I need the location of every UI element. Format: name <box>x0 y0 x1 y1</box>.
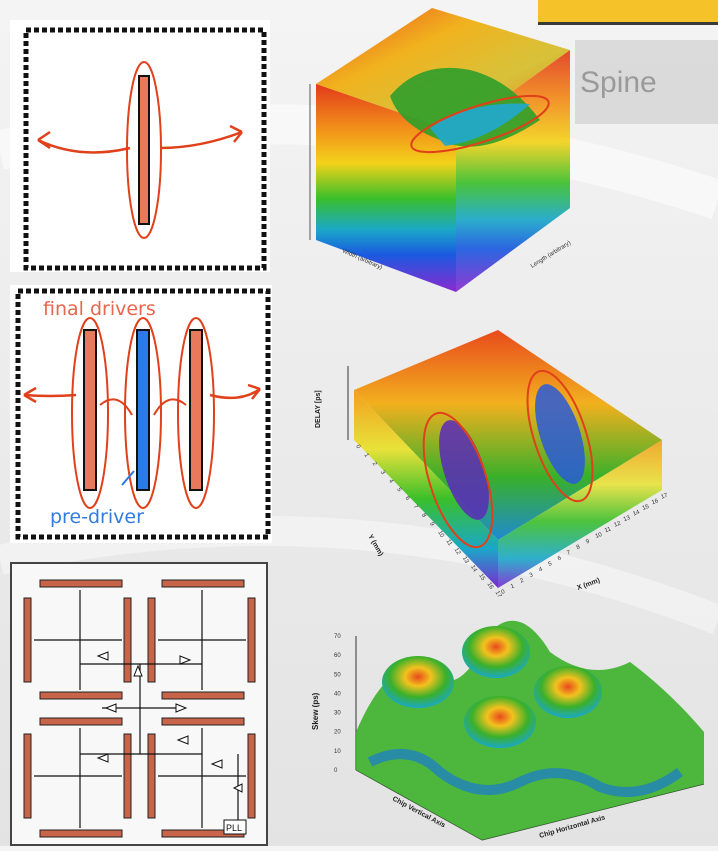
plot2-x-tick: 8 <box>576 544 582 551</box>
plot2-y-tick: 9 <box>428 521 435 527</box>
plot2-x-tick: 6 <box>557 555 563 562</box>
h-tree-diagram: PLL <box>10 562 268 846</box>
plot3-z-tick: 40 <box>334 691 341 697</box>
plot2-x-tick: 17 <box>660 493 669 501</box>
plot3-z-tick: 60 <box>334 653 341 659</box>
plot2-x-tick: 10 <box>595 532 604 540</box>
plot2-x-tick: 4 <box>538 566 544 573</box>
spine-highlight <box>126 61 162 239</box>
plot2-y-tick: 6 <box>403 496 410 502</box>
plot2-x-tick: 1 <box>510 583 516 590</box>
plot2-x-tick: 14 <box>632 509 641 517</box>
left-arrow <box>37 138 131 154</box>
plot2-x-tick: 3 <box>529 572 535 579</box>
plot3-zlabel: Skew (ps) <box>311 692 320 730</box>
plot2-y-tick: 15 <box>477 573 486 582</box>
valley-highlight-left <box>422 411 494 549</box>
pre-driver-bar <box>136 329 150 491</box>
plot2-y-tick: 16 <box>485 582 494 591</box>
plot2-x-tick: 9 <box>585 538 591 545</box>
spine-diagram-drawing <box>23 27 267 271</box>
surface-side-left <box>316 84 456 292</box>
plot2-y-tick: 7 <box>412 504 419 510</box>
plot3-z-tick: 50 <box>334 672 341 678</box>
h-tree-drawing: PLL <box>23 579 256 838</box>
plot2-y-tick: 8 <box>420 513 427 519</box>
plot2-x-tick: 7 <box>566 550 572 557</box>
pll-box <box>223 819 247 835</box>
plot2-ylabel: Y (mm) <box>366 534 384 558</box>
spine-driver <box>138 75 150 225</box>
surface-side-left <box>354 390 498 588</box>
plot2-x-tick: 16 <box>651 498 660 506</box>
title-banner <box>538 0 718 25</box>
slide-title: Spine <box>580 66 657 99</box>
tree-driver-h <box>39 579 123 588</box>
delay-surface-plot-2: DELAY [ps] Y (mm) X (mm) 012345678910111… <box>315 330 670 600</box>
plot2-y-tick: 1 <box>362 453 369 459</box>
tree-driver-v <box>23 597 32 683</box>
surface-side-right <box>456 50 570 292</box>
plot3-z-tick: 0 <box>334 768 338 774</box>
plot3-z-tick: 10 <box>334 749 341 755</box>
right-arrow <box>159 130 243 150</box>
surface-top <box>354 330 662 540</box>
title-box <box>575 40 718 124</box>
plot1-ylabel: Length (arbitrary) <box>530 240 572 269</box>
final-drivers-label: final drivers <box>43 298 156 320</box>
plot2-y-tick: 0 <box>354 444 361 450</box>
plot2-x-tick: 13 <box>623 515 632 523</box>
plot3-zticks: 0 10 20 30 40 50 60 70 <box>334 634 341 774</box>
plot2-y-tick: 11 <box>444 539 453 548</box>
plot3-z-tick: 30 <box>334 711 341 717</box>
plot2-y-tick: 3 <box>379 470 386 476</box>
plot2-y-tick: 4 <box>387 478 394 484</box>
plot2-x-tick: 0 <box>501 589 507 596</box>
plot2-y-tick: 14 <box>469 564 478 573</box>
plot3-z-tick: 20 <box>334 730 341 736</box>
plot2-y-tick: 13 <box>461 556 470 565</box>
plot2-y-tick: 17 <box>494 590 503 599</box>
plot2-zlabel: DELAY [ps] <box>315 390 322 428</box>
multi-spine-drawing <box>15 288 271 540</box>
plot2-y-tick: 2 <box>371 461 378 467</box>
surface-side-right <box>498 440 662 588</box>
delay-surface-plot-1: Width (arbitrary) Length (arbitrary) <box>309 8 572 292</box>
plot3-z-tick: 70 <box>334 634 341 640</box>
plot2-y-tick: 5 <box>395 487 402 493</box>
valley-highlight-right <box>526 369 594 503</box>
pll-label: PLL <box>226 823 242 833</box>
pre-driver-label: pre-driver <box>50 506 144 528</box>
plot2-x-tick: 5 <box>548 561 554 568</box>
plot2-y-tick: 12 <box>453 547 462 556</box>
plot2-x-tick: 15 <box>642 504 651 512</box>
multi-spine-diagram <box>10 285 272 543</box>
plot2-y-tick: 10 <box>436 530 445 539</box>
plot2-x-tick: 12 <box>613 521 622 529</box>
plot2-x-tick: 2 <box>519 578 525 585</box>
spine-diagram <box>10 20 270 272</box>
final-driver-left <box>83 329 97 491</box>
final-driver-right <box>189 329 203 491</box>
valley-highlight <box>410 94 550 154</box>
plot2-xlabel: X (mm) <box>576 577 601 592</box>
plot2-x-tick: 11 <box>604 526 613 534</box>
